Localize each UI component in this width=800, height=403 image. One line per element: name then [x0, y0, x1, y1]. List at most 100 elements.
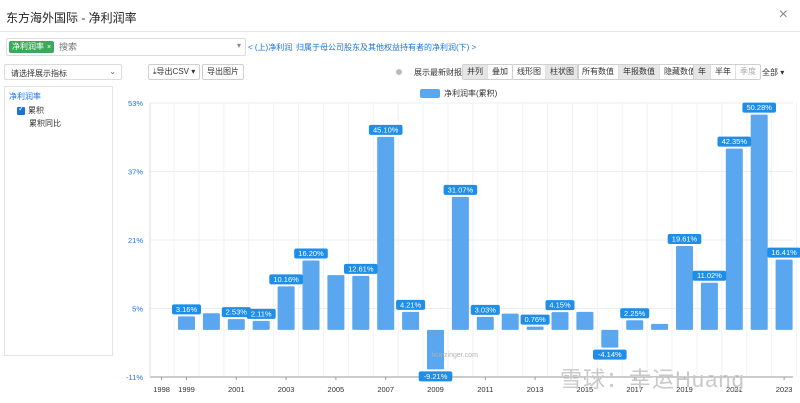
data-label: -9.21% [424, 372, 448, 381]
bar [725, 148, 743, 330]
bar [402, 311, 420, 330]
data-label: -4.14% [598, 350, 622, 359]
legend-swatch [420, 89, 440, 98]
export-image-button[interactable]: 导出图片 [202, 64, 244, 80]
x-tick-label: 2009 [427, 385, 444, 394]
data-label-bg [443, 184, 478, 195]
export-csv-label: 导出CSV [156, 67, 189, 76]
data-label-bg [368, 124, 403, 135]
indicator-select[interactable]: 请选择展示指标 ⌄ [4, 64, 122, 80]
data-label: 50.28% [746, 103, 772, 112]
chevron-down-icon: ⌄ [109, 67, 116, 76]
next-metric-link[interactable]: 归属于母公司股东及其他权益持有者的净利润(下) > [296, 43, 477, 52]
x-tick-label: 2023 [776, 385, 793, 394]
window-title: 东方海外国际 - 净利润率 [6, 11, 137, 25]
data-label-bg [545, 300, 575, 311]
data-label-bg [620, 308, 650, 319]
bar [352, 275, 370, 330]
x-tick-label: 2021 [726, 385, 743, 394]
data-label: 4.21% [400, 300, 422, 309]
title-bar: 东方海外国际 - 净利润率 × [0, 0, 800, 32]
show-latest-report-toggle[interactable]: 展示最新财报 [414, 68, 462, 77]
period-option-half-year[interactable]: 半年 [710, 65, 735, 79]
data-option-annual[interactable]: 年报数值 [618, 65, 659, 79]
x-tick-label: 2007 [377, 385, 394, 394]
bar [476, 316, 494, 330]
data-label-bg [396, 299, 426, 310]
export-csv-button[interactable]: ⤓导出CSV ▾ [148, 64, 201, 80]
tag-remove-icon[interactable]: × [47, 44, 52, 51]
x-tick-label: 2003 [278, 385, 295, 394]
data-label-bg [246, 308, 276, 319]
x-tick-label: 2001 [228, 385, 245, 394]
layout-option-side-by-side[interactable]: 并列 [463, 65, 487, 79]
tree-item-yoy[interactable]: 累积同比 [29, 119, 61, 128]
data-label-bg [221, 307, 251, 318]
data-label-bg [470, 304, 500, 315]
data-option-hide[interactable]: 隐藏数值 [659, 65, 700, 79]
bar [750, 114, 768, 330]
data-label-bg [717, 136, 752, 147]
prev-metric-link[interactable]: < (上)净利润 [248, 43, 293, 52]
indicator-tree: 净利润率 累积 累积同比 [4, 86, 113, 356]
bar [252, 320, 270, 330]
data-label: 11.02% [697, 271, 722, 280]
tree-item-label: 累积 [28, 106, 44, 115]
y-tick-label: 5% [132, 305, 143, 314]
bar [178, 316, 195, 330]
data-label: 16.41% [771, 248, 797, 257]
download-icon: ⤓ [153, 67, 157, 76]
tree-item-cumulative[interactable]: 累积 [17, 104, 108, 116]
bar [202, 313, 220, 330]
chevron-down-icon[interactable]: ▾ [236, 41, 241, 50]
checkbox-checked-icon[interactable] [17, 104, 25, 115]
chart-type-line[interactable]: 线形图 [517, 67, 541, 76]
data-label-bg [269, 274, 303, 285]
bar [651, 323, 669, 330]
data-label-bg [520, 314, 550, 325]
y-tick-label: -11% [126, 373, 143, 382]
bar [227, 319, 245, 330]
data-label: 4.15% [549, 301, 571, 310]
data-label: 3.03% [475, 305, 497, 314]
data-label: 45.10% [373, 125, 399, 134]
data-label-bg [742, 102, 776, 113]
watermark: 雪球：幸运Huang [560, 367, 745, 392]
period-option-quarter[interactable]: 季度 [735, 65, 760, 79]
period-segment: 年 半年 季度 [693, 64, 761, 80]
metric-tag[interactable]: 净利润率 × [9, 41, 55, 53]
tree-root-item[interactable]: 净利润率 [9, 92, 41, 101]
metric-tag-label: 净利润率 [12, 42, 44, 51]
layout-segment: 并列 叠加 [462, 64, 513, 80]
bar [302, 260, 320, 330]
data-label-bg [667, 233, 702, 244]
data-label-bg [767, 247, 800, 258]
bar [626, 320, 644, 330]
legend-label: 净利润率(累积) [444, 89, 498, 98]
bar [576, 311, 594, 330]
x-tick-label: 1999 [178, 385, 195, 394]
y-tick-label: 21% [128, 236, 143, 245]
chart-legend[interactable]: 净利润率(累积) [420, 88, 497, 99]
status-dot-icon [396, 69, 402, 75]
data-label: 2.25% [624, 309, 646, 318]
search-input[interactable] [59, 42, 229, 52]
metric-search-box[interactable]: 净利润率× ▾ [6, 38, 246, 56]
bar [377, 136, 395, 330]
x-tick-label: 2005 [328, 385, 345, 394]
watermark-small: licaizinger.com [432, 352, 478, 359]
bar [601, 329, 619, 348]
bar [451, 196, 469, 330]
data-option-all[interactable]: 所有数值 [582, 67, 614, 76]
range-select[interactable]: 全部 ▾ [762, 67, 784, 78]
bar [551, 312, 569, 330]
data-label-bg [344, 263, 378, 274]
period-option-year[interactable]: 年 [694, 65, 710, 79]
data-label: 0.76% [524, 315, 546, 324]
x-tick-label: 2015 [577, 385, 594, 394]
layout-option-stacked[interactable]: 叠加 [487, 65, 512, 79]
close-icon[interactable]: × [778, 6, 788, 23]
chart-type-bar[interactable]: 柱状图 [545, 65, 578, 79]
y-tick-label: 53% [128, 99, 143, 108]
data-label: 3.16% [176, 305, 198, 314]
